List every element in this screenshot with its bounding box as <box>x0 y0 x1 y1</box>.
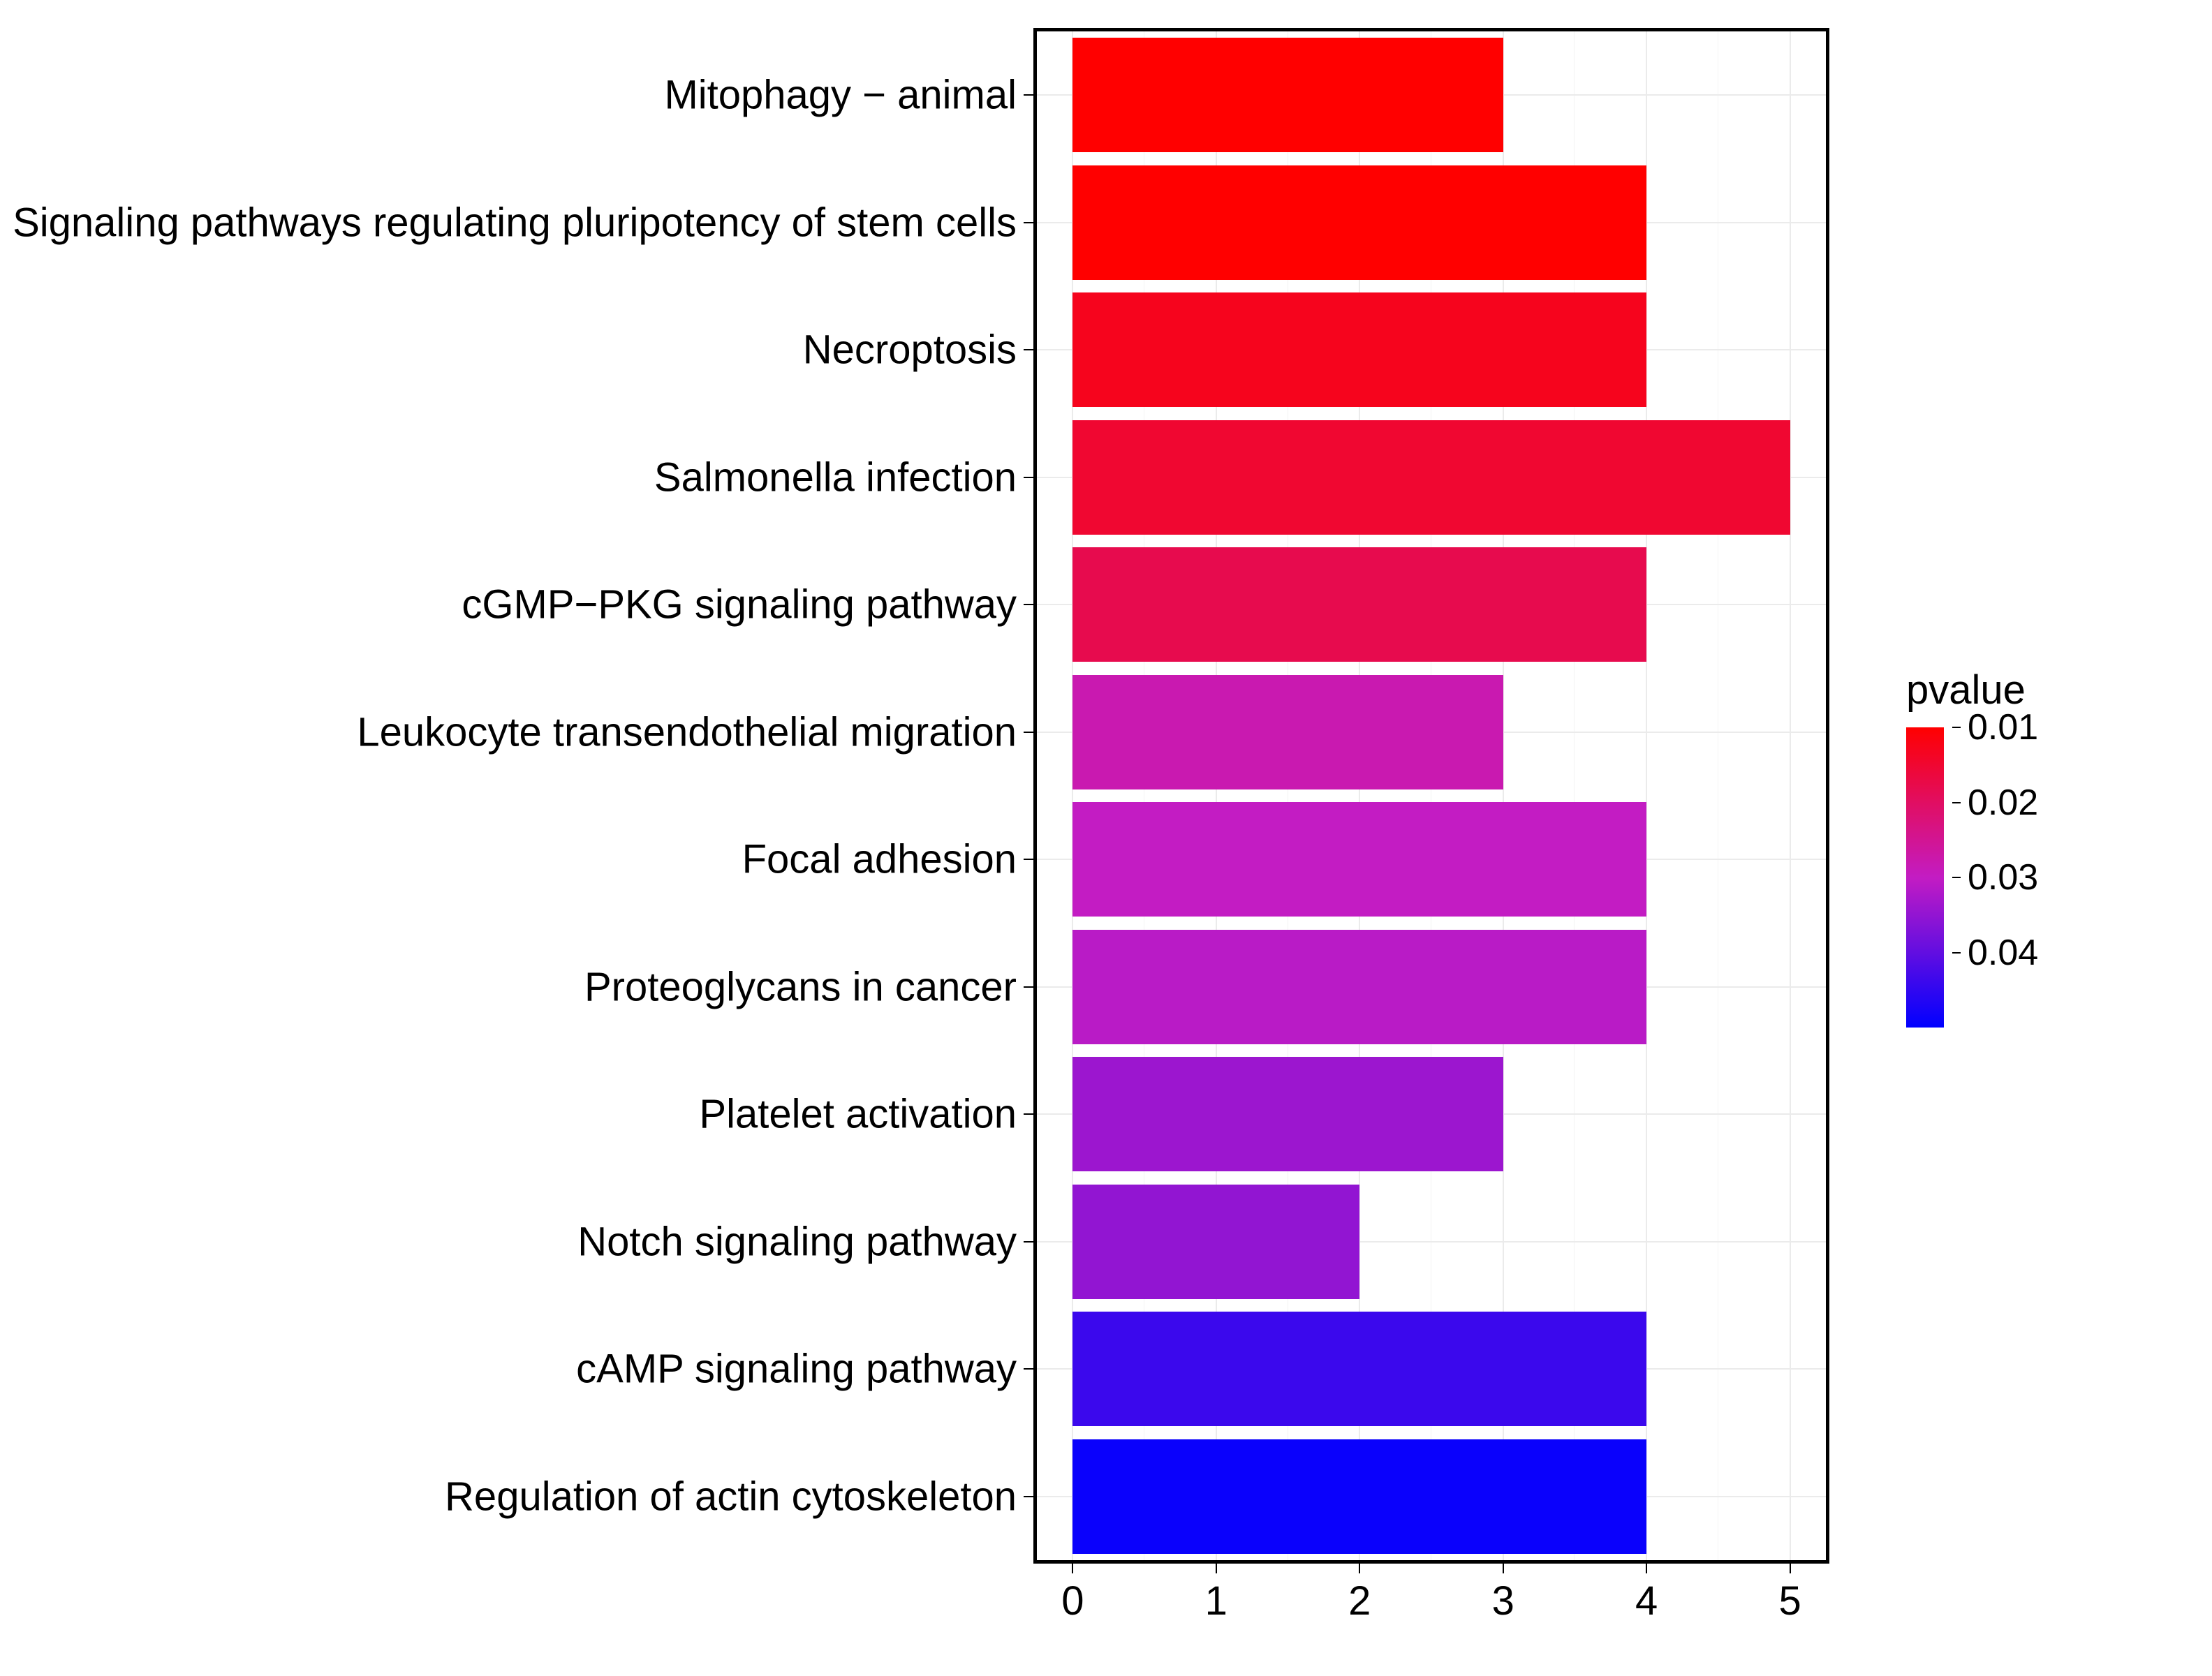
x-tick-label: 5 <box>1778 1578 1801 1624</box>
bar <box>1072 547 1646 662</box>
y-tick-label: cGMP−PKG signaling pathway <box>462 581 1017 628</box>
legend-colorbar <box>1906 727 1944 1028</box>
bar <box>1072 930 1646 1044</box>
bar <box>1072 1312 1646 1426</box>
bar <box>1072 38 1503 152</box>
legend-tick-label: 0.04 <box>1968 932 2038 974</box>
x-tick-label: 4 <box>1635 1578 1658 1624</box>
x-tick-label: 1 <box>1205 1578 1227 1624</box>
x-tick-label: 2 <box>1348 1578 1371 1624</box>
legend-ticks: 0.010.020.030.04 <box>1952 727 2064 1028</box>
bar <box>1072 1057 1503 1171</box>
legend-tick-label: 0.03 <box>1968 856 2038 898</box>
y-tick-label: Necroptosis <box>803 327 1017 373</box>
legend-tick-label: 0.02 <box>1968 782 2038 824</box>
bar <box>1072 420 1790 535</box>
enrichment-bar-chart: Mitophagy − animal Signaling pathways reg… <box>0 0 2212 1676</box>
y-tick-label: Salmonella infection <box>654 454 1017 500</box>
y-tick-label: Mitophagy − animal <box>664 72 1017 119</box>
bar <box>1072 1185 1359 1299</box>
x-tick-label: 0 <box>1061 1578 1084 1624</box>
bar <box>1072 1439 1646 1554</box>
y-tick-label: Notch signaling pathway <box>577 1218 1017 1265</box>
bar <box>1072 675 1503 789</box>
y-tick-label: cAMP signaling pathway <box>576 1346 1017 1393</box>
y-tick-label: Proteoglycans in cancer <box>584 963 1017 1010</box>
y-tick-label: Signaling pathways regulating pluripoten… <box>13 199 1017 246</box>
bar <box>1072 292 1646 407</box>
legend-tick-label: 0.01 <box>1968 706 2038 748</box>
bar <box>1072 802 1646 917</box>
y-tick-label: Platelet activation <box>699 1091 1017 1138</box>
bar <box>1072 165 1646 280</box>
y-tick-label: Focal adhesion <box>742 836 1017 883</box>
y-tick-label: Leukocyte transendothelial migration <box>357 709 1017 755</box>
color-legend: pvalue 0.010.020.030.04 <box>1906 667 2064 1028</box>
y-tick-label: Regulation of actin cytoskeleton <box>445 1473 1017 1520</box>
plot-panel <box>1033 28 1829 1564</box>
x-tick-label: 3 <box>1492 1578 1514 1624</box>
